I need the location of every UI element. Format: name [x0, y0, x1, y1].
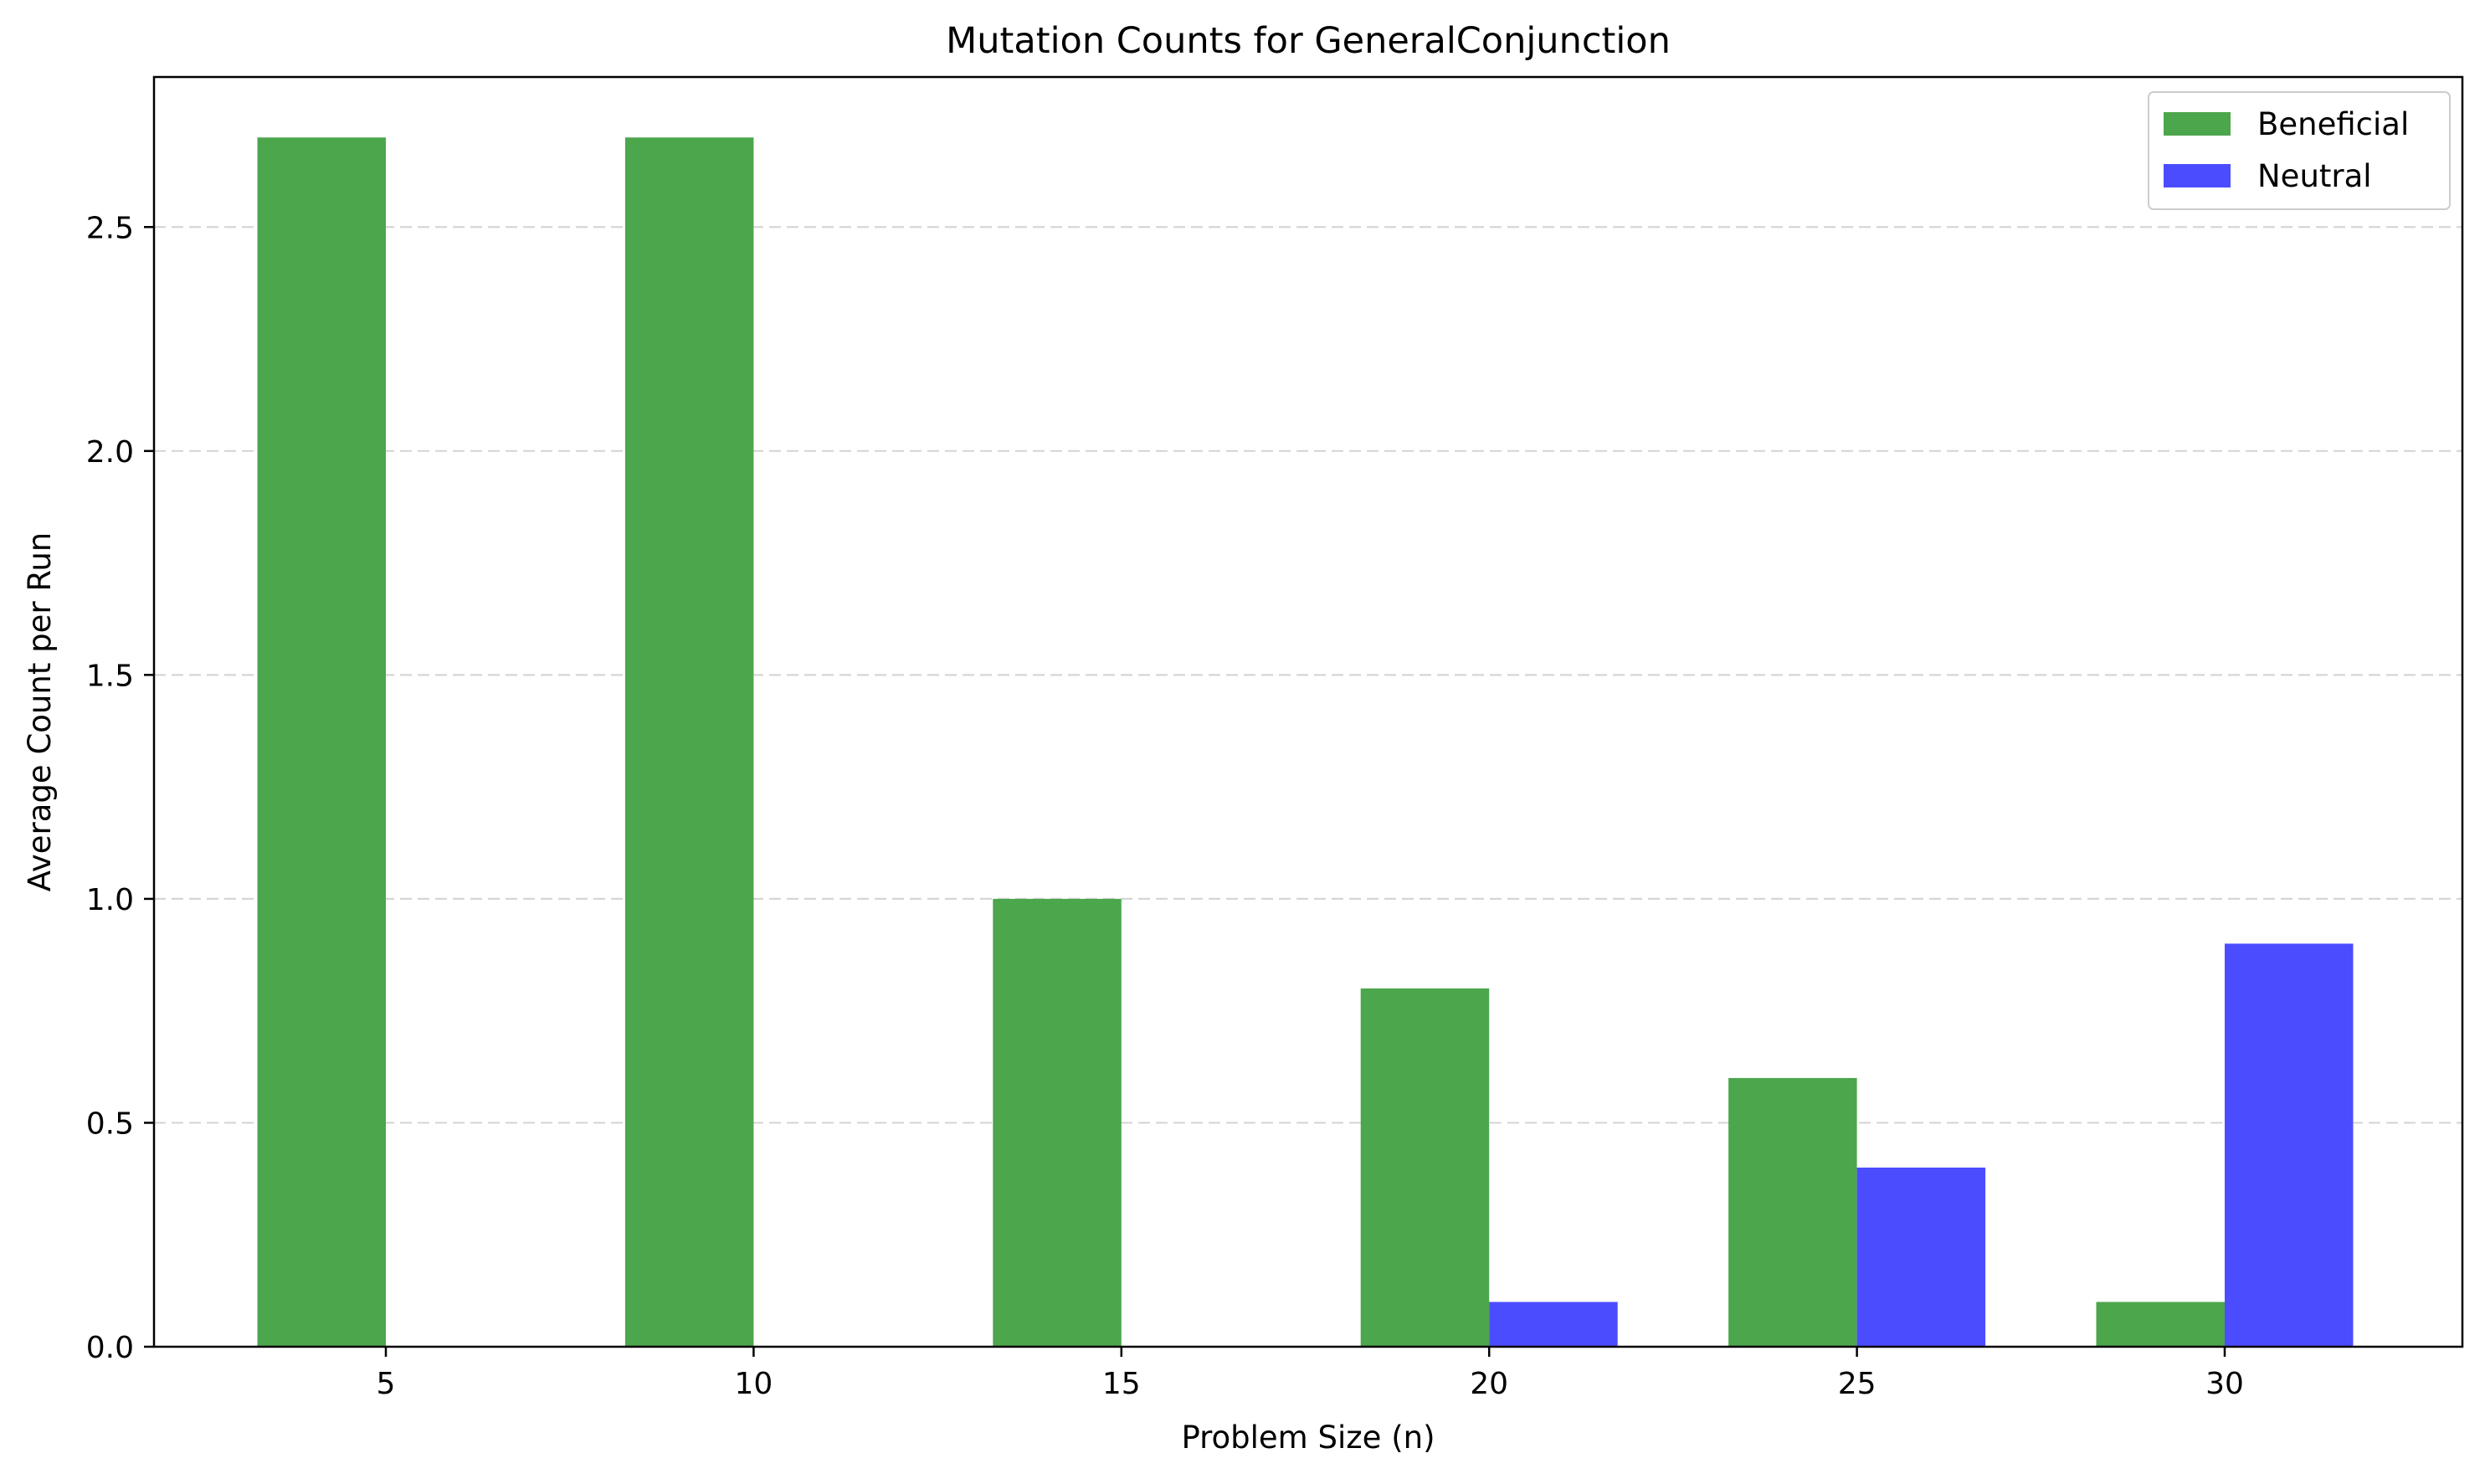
x-tick-label-25: 25 — [1838, 1367, 1877, 1401]
y-tick-label-1: 0.5 — [86, 1107, 134, 1141]
tick-layer: 5 10 15 20 25 30 0.0 0.5 1.0 1.5 2.0 2.5 — [86, 211, 2244, 1401]
bar-beneficial-15 — [993, 898, 1122, 1347]
x-axis-label: Problem Size (n) — [1181, 1420, 1435, 1456]
x-tick-label-30: 30 — [2205, 1367, 2244, 1401]
x-tick-label-10: 10 — [734, 1367, 773, 1401]
bar-neutral-30 — [2225, 943, 2354, 1347]
bar-beneficial-30 — [2096, 1302, 2225, 1347]
y-axis-label: Average Count per Run — [22, 532, 58, 892]
legend-label-beneficial: Beneficial — [2257, 106, 2409, 142]
y-tick-label-4: 2.0 — [86, 435, 134, 470]
legend-swatch-beneficial — [2164, 112, 2231, 136]
bar-neutral-25 — [1856, 1167, 1986, 1347]
bar-layer — [257, 137, 2354, 1348]
legend-swatch-neutral — [2164, 164, 2231, 187]
bar-neutral-20 — [1489, 1302, 1618, 1347]
x-tick-label-20: 20 — [1470, 1367, 1508, 1401]
bar-beneficial-25 — [1728, 1077, 1857, 1347]
legend: Beneficial Neutral — [2148, 91, 2451, 210]
x-tick-label-5: 5 — [377, 1367, 396, 1401]
grid-layer — [154, 226, 2462, 1124]
bar-beneficial-20 — [1360, 988, 1490, 1347]
y-tick-label-3: 1.5 — [86, 659, 134, 693]
bar-beneficial-5 — [257, 137, 386, 1348]
x-tick-label-15: 15 — [1102, 1367, 1141, 1401]
y-tick-label-5: 2.5 — [86, 211, 134, 245]
axes-frame — [152, 75, 2464, 1348]
y-tick-label-2: 1.0 — [86, 883, 134, 917]
chart-title: Mutation Counts for GeneralConjunction — [946, 20, 1671, 62]
bar-beneficial-10 — [624, 137, 754, 1348]
y-tick-label-0: 0.0 — [86, 1331, 134, 1365]
legend-label-neutral: Neutral — [2257, 158, 2372, 194]
